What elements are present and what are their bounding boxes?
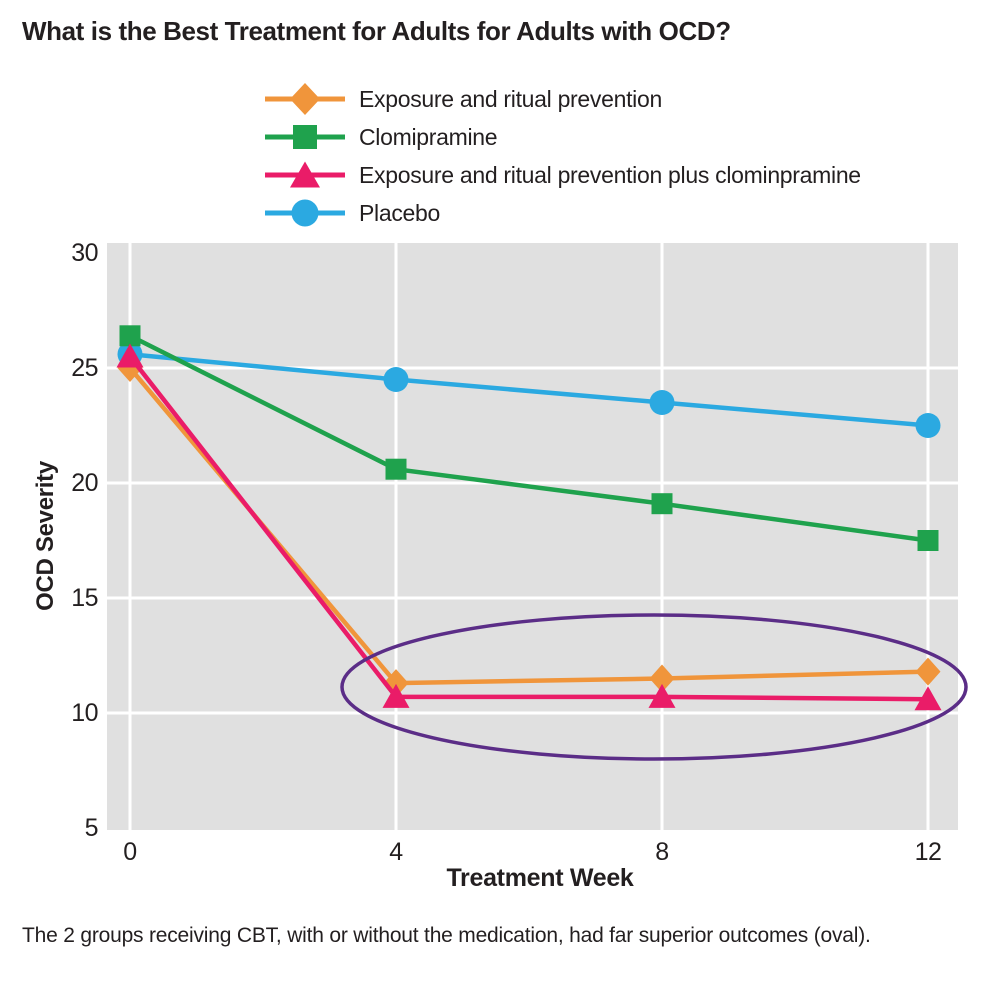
x-axis-label: Treatment Week [446,864,634,892]
circle-marker-icon [383,367,409,392]
y-tick-label: 20 [71,469,98,497]
series-line [129,351,929,428]
legend-item: Exposure and ritual prevention [263,80,861,118]
y-tick-label: 10 [71,699,98,727]
highlight-oval-annotation [340,613,968,761]
y-tick-label: 25 [71,354,98,382]
square-marker-icon [651,493,673,515]
circle-marker-icon [649,390,675,415]
figure-caption: The 2 groups receiving CBT, with or with… [22,924,871,947]
circle-legend-marker-icon [265,199,345,227]
series-line [128,333,929,543]
series-line [128,355,929,702]
chart-legend: Exposure and ritual prevention Clomiprami… [263,80,861,232]
y-tick-label: 30 [71,239,98,267]
diamond-legend-marker-icon [265,83,345,115]
triangle-marker-icon [382,683,410,708]
page-title: What is the Best Treatment for Adults fo… [22,16,731,46]
triangle-marker-icon [116,343,144,368]
legend-label: Exposure and ritual prevention [359,85,662,112]
x-tick-label: 0 [123,838,137,866]
y-axis-label: OCD Severity [32,461,59,611]
square-marker-icon [119,325,141,347]
triangle-legend-marker-icon [265,161,345,188]
x-tick-label: 8 [655,838,669,866]
x-tick-label: 4 [389,838,403,866]
diamond-marker-icon [915,657,941,686]
plot-background [107,243,958,830]
square-marker-icon [917,530,939,551]
y-tick-label: 5 [84,814,99,842]
triangle-marker-icon [914,686,942,711]
legend-label: Clomipramine [359,123,498,150]
legend-label: Exposure and ritual prevention plus clom… [359,161,861,188]
square-legend-marker-icon [265,125,345,149]
legend-label: Placebo [359,199,441,226]
square-marker-icon [385,458,407,480]
triangle-marker-icon [648,683,676,708]
x-tick-label: 12 [914,838,942,866]
legend-item: Exposure and ritual prevention plus clom… [263,156,861,194]
legend-item: Placebo [263,194,861,232]
diamond-marker-icon [649,664,675,693]
legend-item: Clomipramine [263,118,861,156]
y-tick-label: 15 [71,584,98,612]
circle-marker-icon [915,413,941,438]
